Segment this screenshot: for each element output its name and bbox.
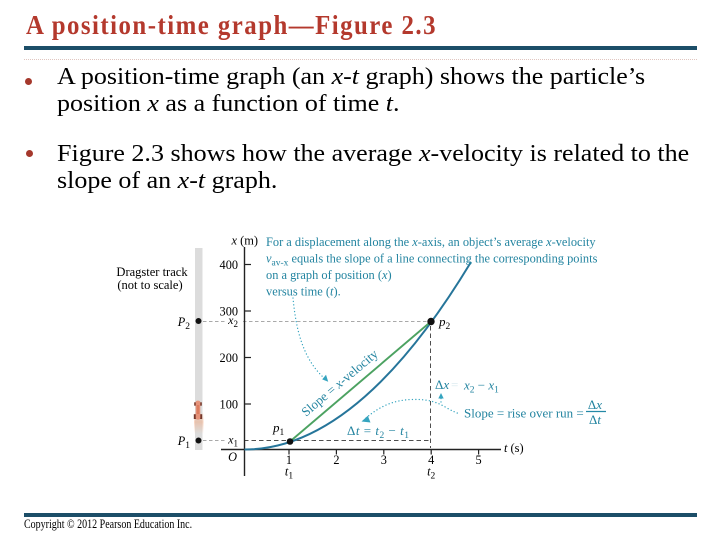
svg-text:t1: t1	[285, 465, 293, 482]
svg-text:versus time (t).: versus time (t).	[266, 285, 341, 299]
svg-text:Δt = t2 − t1: Δt = t2 − t1	[347, 423, 409, 441]
svg-text:x2: x2	[227, 313, 238, 329]
svg-text:t2: t2	[427, 465, 435, 482]
svg-text:O: O	[228, 450, 237, 464]
svg-text:on a graph of position (x): on a graph of position (x)	[266, 268, 392, 282]
svg-text:p1: p1	[272, 420, 285, 438]
svg-text:For a displacement along the x: For a displacement along the x-axis, an …	[266, 235, 596, 249]
svg-text:100: 100	[220, 398, 238, 412]
svg-text:Slope = x-velocity: Slope = x-velocity	[298, 346, 381, 419]
svg-text:Δx: Δx	[435, 377, 449, 392]
svg-text:4: 4	[428, 453, 434, 467]
svg-text:(not to scale): (not to scale)	[117, 278, 182, 292]
svg-text:Δt: Δt	[589, 412, 601, 427]
svg-text:2: 2	[333, 453, 339, 467]
svg-text:=: =	[451, 377, 458, 392]
svg-text:P2: P2	[177, 315, 191, 332]
svg-text:200: 200	[220, 351, 238, 365]
svg-text:P1: P1	[177, 434, 191, 451]
svg-text:t (s): t (s)	[504, 441, 524, 455]
svg-text:x (m): x (m)	[231, 234, 259, 248]
svg-text:Dragster track: Dragster track	[116, 265, 188, 279]
svg-text:Δx: Δx	[588, 397, 602, 412]
svg-text:vav-x equals the slope of a li: vav-x equals the slope of a line connect…	[266, 252, 598, 269]
svg-text:p2: p2	[438, 314, 451, 332]
svg-text:1: 1	[286, 453, 292, 467]
svg-text:300: 300	[220, 305, 238, 319]
svg-text:3: 3	[381, 453, 387, 467]
svg-text:400: 400	[220, 258, 238, 272]
svg-text:Slope = rise over run =: Slope = rise over run =	[464, 406, 584, 421]
svg-text:5: 5	[476, 453, 482, 467]
svg-text:x1: x1	[227, 433, 238, 449]
svg-text:x2 − x1: x2 − x1	[463, 378, 499, 396]
